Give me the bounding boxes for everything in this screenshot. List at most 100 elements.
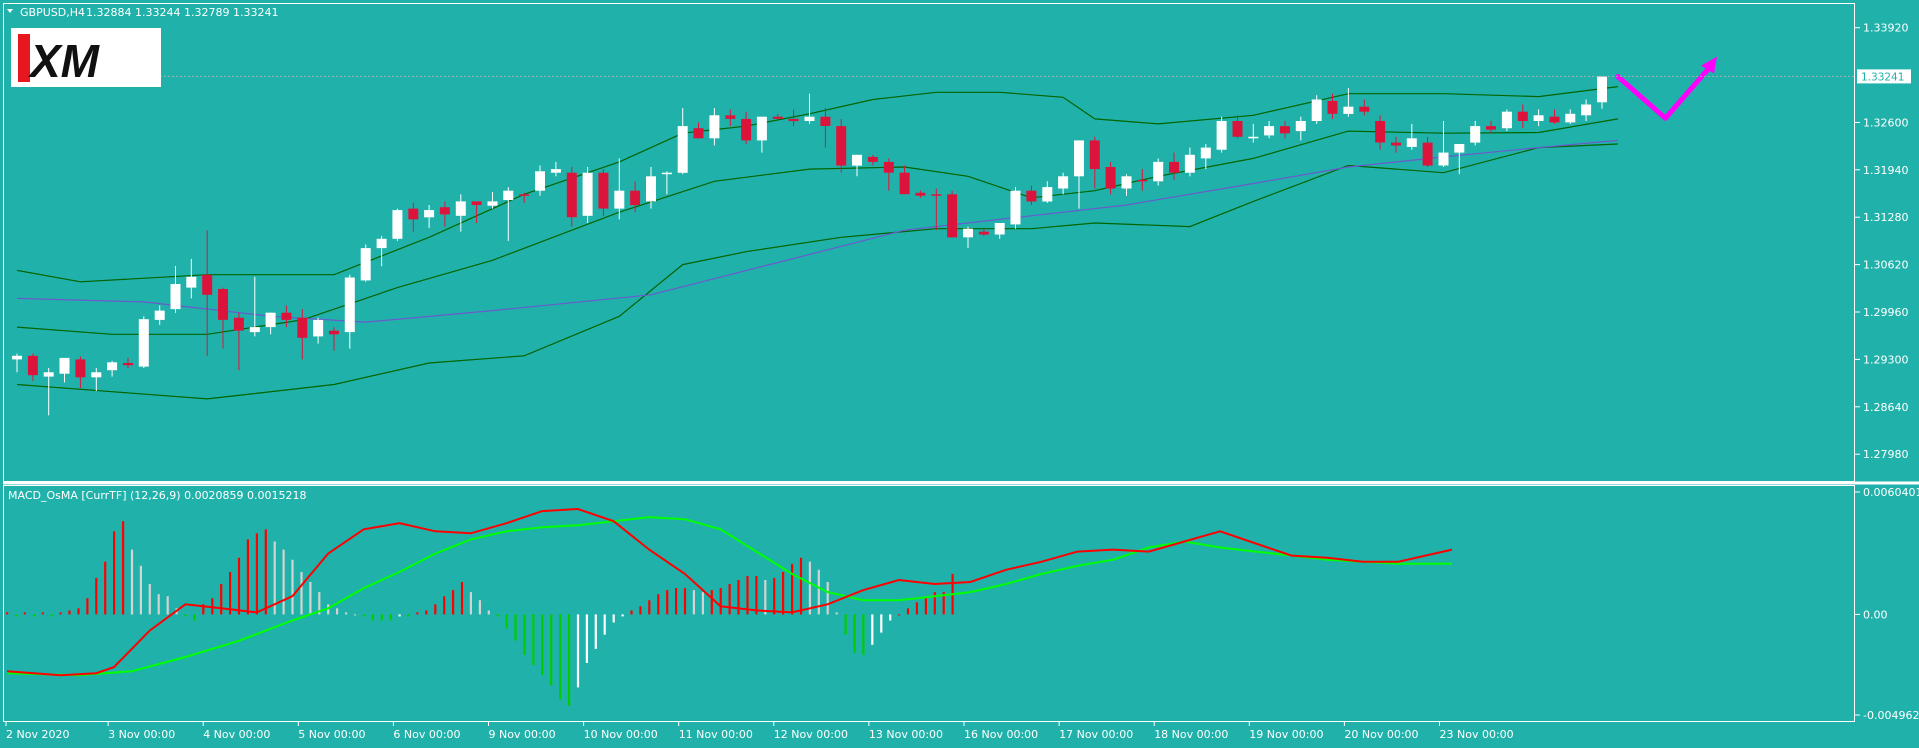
time-axis-label: 11 Nov 00:00 (679, 728, 753, 741)
bollinger-lower-line (16, 143, 1618, 400)
time-axis-label: 6 Nov 00:00 (393, 728, 460, 741)
price-axis-label: 1.31940 (1863, 164, 1909, 177)
candle-body (598, 172, 609, 209)
candle-body (1200, 147, 1211, 159)
candle-body (344, 277, 355, 333)
price-axis-label: 1.29300 (1863, 353, 1909, 366)
time-axis-label: 19 Nov 00:00 (1249, 728, 1323, 741)
candles (12, 76, 1607, 416)
histogram-bar (416, 612, 419, 615)
histogram-bar (487, 610, 490, 615)
candle-body (725, 115, 736, 119)
histogram-bar (648, 600, 651, 615)
candle-body (170, 284, 181, 310)
candle-body (1359, 106, 1370, 112)
histogram-bar (880, 614, 883, 633)
histogram-bar (496, 614, 499, 617)
candle-body (1137, 179, 1148, 182)
candle-body (107, 362, 118, 371)
candle-body (43, 372, 54, 377)
histogram-bar (157, 594, 160, 615)
candle-body (1517, 111, 1528, 121)
candle-body (1343, 106, 1354, 114)
histogram-bar (380, 614, 383, 621)
candle-body (550, 169, 561, 173)
histogram-bar (77, 608, 80, 615)
histogram-bar (889, 614, 892, 621)
histogram-bar (585, 614, 588, 663)
histogram-bar (737, 580, 740, 615)
candle-body (883, 161, 894, 173)
histogram-bar (862, 614, 865, 655)
time-axis-label: 17 Nov 00:00 (1059, 728, 1133, 741)
histogram-bar (255, 533, 258, 615)
time-axis-label: 12 Nov 00:00 (774, 728, 848, 741)
chevron-down-icon[interactable] (7, 9, 13, 13)
current-price-tag: 1.33241 (1857, 69, 1911, 84)
candle-body (1121, 176, 1132, 189)
symbol-timeframe: GBPUSD,H4 (20, 6, 85, 19)
histogram-bar (550, 614, 553, 686)
candle-body (1533, 115, 1544, 121)
histogram-bar (871, 614, 874, 645)
indicator-axis-label: -0.0049625 (1863, 709, 1919, 722)
histogram-bar (906, 608, 910, 615)
histogram-bar (469, 592, 472, 615)
candle-body (487, 201, 498, 206)
candle-body (1327, 100, 1338, 114)
histogram-bar (773, 577, 776, 615)
histogram-bar (353, 614, 357, 616)
candle-body (1280, 126, 1290, 134)
time-axis-label: 2 Nov 2020 (6, 728, 69, 741)
histogram-bar (675, 588, 678, 615)
candle-body (899, 172, 910, 195)
candle-body (867, 156, 878, 162)
candle-body (677, 126, 688, 173)
histogram-bar (130, 549, 134, 615)
price-axis-label: 1.33920 (1863, 22, 1909, 35)
candle-body (123, 363, 133, 366)
histogram-bar (282, 549, 285, 615)
candle-body (1248, 136, 1259, 139)
histogram-bar (630, 610, 633, 615)
histogram-bar (229, 571, 232, 615)
histogram-bar (523, 614, 526, 655)
candle-body (582, 172, 593, 216)
histogram-bar (799, 557, 803, 615)
candle-body (12, 355, 22, 360)
candle-body (1216, 121, 1227, 150)
histogram-bar (728, 584, 731, 615)
histogram-bar (942, 592, 945, 615)
candle-body (566, 172, 577, 218)
time-axis-label: 10 Nov 00:00 (584, 728, 658, 741)
time-axis-label: 9 Nov 00:00 (489, 728, 556, 741)
histogram-bar (603, 614, 606, 635)
histogram-bar (443, 596, 446, 615)
histogram-bar (898, 614, 901, 616)
histogram-bar (559, 614, 562, 700)
candle-body (1486, 126, 1496, 130)
candle-body (741, 118, 752, 141)
candle-body (313, 319, 324, 337)
candle-body (1089, 140, 1100, 170)
histogram-bar (764, 580, 767, 615)
candle-body (709, 115, 720, 139)
histogram-bar (148, 584, 151, 615)
histogram-bar (202, 604, 205, 615)
histogram-bar (318, 592, 321, 615)
histogram-bar (683, 588, 687, 615)
candle-body (646, 176, 656, 202)
candle-body (820, 116, 831, 126)
histogram-bar (853, 614, 856, 653)
histogram-bar (166, 596, 169, 615)
price-axis-label: 1.28640 (1863, 401, 1909, 414)
histogram-bar (541, 614, 544, 676)
time-axis-label: 3 Nov 00:00 (108, 728, 175, 741)
indicator-axis-label: 0.00 (1863, 608, 1888, 621)
candle-body (329, 330, 339, 335)
candle-body (1501, 111, 1512, 129)
histogram-bar (719, 588, 722, 615)
histogram-bar (755, 575, 758, 615)
candle-body (915, 192, 926, 196)
